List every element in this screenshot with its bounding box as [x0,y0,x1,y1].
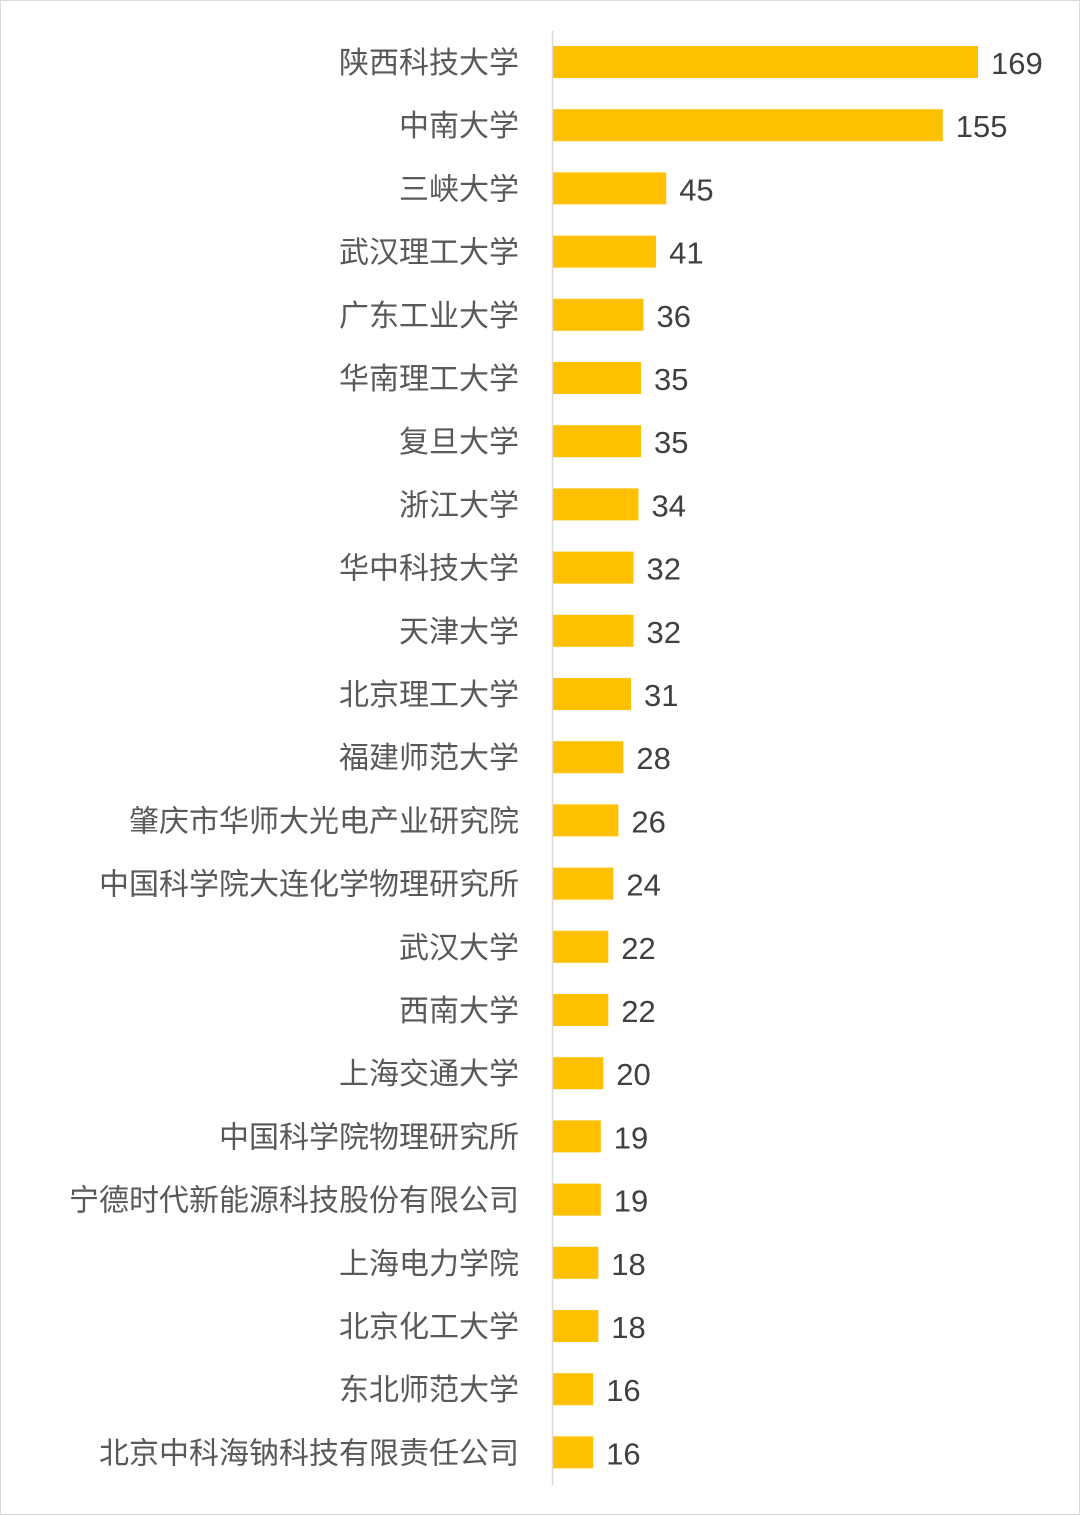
data-label: 28 [636,741,670,776]
category-label: 上海电力学院 [339,1247,519,1282]
bar [553,678,631,710]
bar [553,109,943,142]
category-label: 武汉理工大学 [339,236,519,271]
category-label: 西南大学 [399,994,519,1029]
category-label: 中南大学 [399,109,519,144]
bar [553,1057,604,1090]
category-label: 肇庆市华师大光电产业研究院 [129,804,519,839]
bar [553,172,667,205]
bar [553,994,609,1026]
bar [553,235,657,268]
category-label: 陕西科技大学 [339,46,519,81]
bar [553,804,619,837]
bar [553,1310,599,1342]
data-label: 16 [606,1436,640,1471]
bar [553,1120,601,1153]
data-label: 22 [621,931,655,966]
bar [553,1436,594,1469]
data-label: 31 [644,678,678,713]
bar [553,741,624,774]
bar [553,867,614,900]
bar [553,425,641,458]
data-label: 26 [631,804,665,839]
bar [553,46,978,78]
data-label: 34 [652,488,686,523]
category-label: 华中科技大学 [339,552,519,587]
category-label: 北京理工大学 [339,678,519,713]
category-label: 广东工业大学 [339,299,519,334]
bar [553,1246,599,1279]
data-label: 32 [647,552,681,587]
value-labels-group: 169 155 45 41 36 35 35 34 32 32 31 28 26 24 22 22 20 19 19… [606,46,1043,1471]
category-label: 三峡大学 [399,172,519,207]
category-label: 华南理工大学 [339,362,519,397]
bar [553,488,639,521]
category-label: 东北师范大学 [339,1373,519,1408]
data-label: 22 [621,994,655,1029]
data-label: 18 [611,1247,645,1282]
bar [553,614,634,647]
category-label: 浙江大学 [399,488,519,523]
category-label: 中国科学院大连化学物理研究所 [99,868,519,903]
data-label: 16 [606,1373,640,1408]
bars-group [553,46,978,1469]
data-label: 19 [614,1120,648,1155]
data-label: 155 [956,109,1008,144]
data-label: 35 [654,425,688,460]
category-label: 武汉大学 [399,931,519,966]
data-label: 32 [647,615,681,650]
data-label: 20 [616,1057,650,1092]
category-label: 北京中科海钠科技有限责任公司 [99,1436,519,1471]
bar [553,1373,594,1406]
data-label: 35 [654,362,688,397]
category-labels-group: 陕西科技大学中南大学三峡大学武汉理工大学广东工业大学华南理工大学复旦大学浙江大学… [69,46,519,1471]
data-label: 24 [626,868,660,903]
category-label: 天津大学 [399,615,519,650]
data-label: 169 [991,46,1043,81]
category-label: 复旦大学 [399,425,519,460]
category-label: 北京化工大学 [339,1310,519,1345]
category-label: 福建师范大学 [339,741,519,776]
category-label: 中国科学院物理研究所 [219,1120,519,1155]
bar [553,298,644,331]
bar [553,930,609,963]
data-label: 45 [679,172,713,207]
category-label: 上海交通大学 [339,1057,519,1092]
data-label: 19 [614,1184,648,1219]
data-label: 18 [611,1310,645,1345]
bar [553,1183,601,1216]
category-label: 宁德时代新能源科技股份有限公司 [69,1184,519,1219]
bar [553,362,641,394]
bar [553,551,634,584]
data-label: 41 [669,236,703,271]
data-label: 36 [657,299,691,334]
